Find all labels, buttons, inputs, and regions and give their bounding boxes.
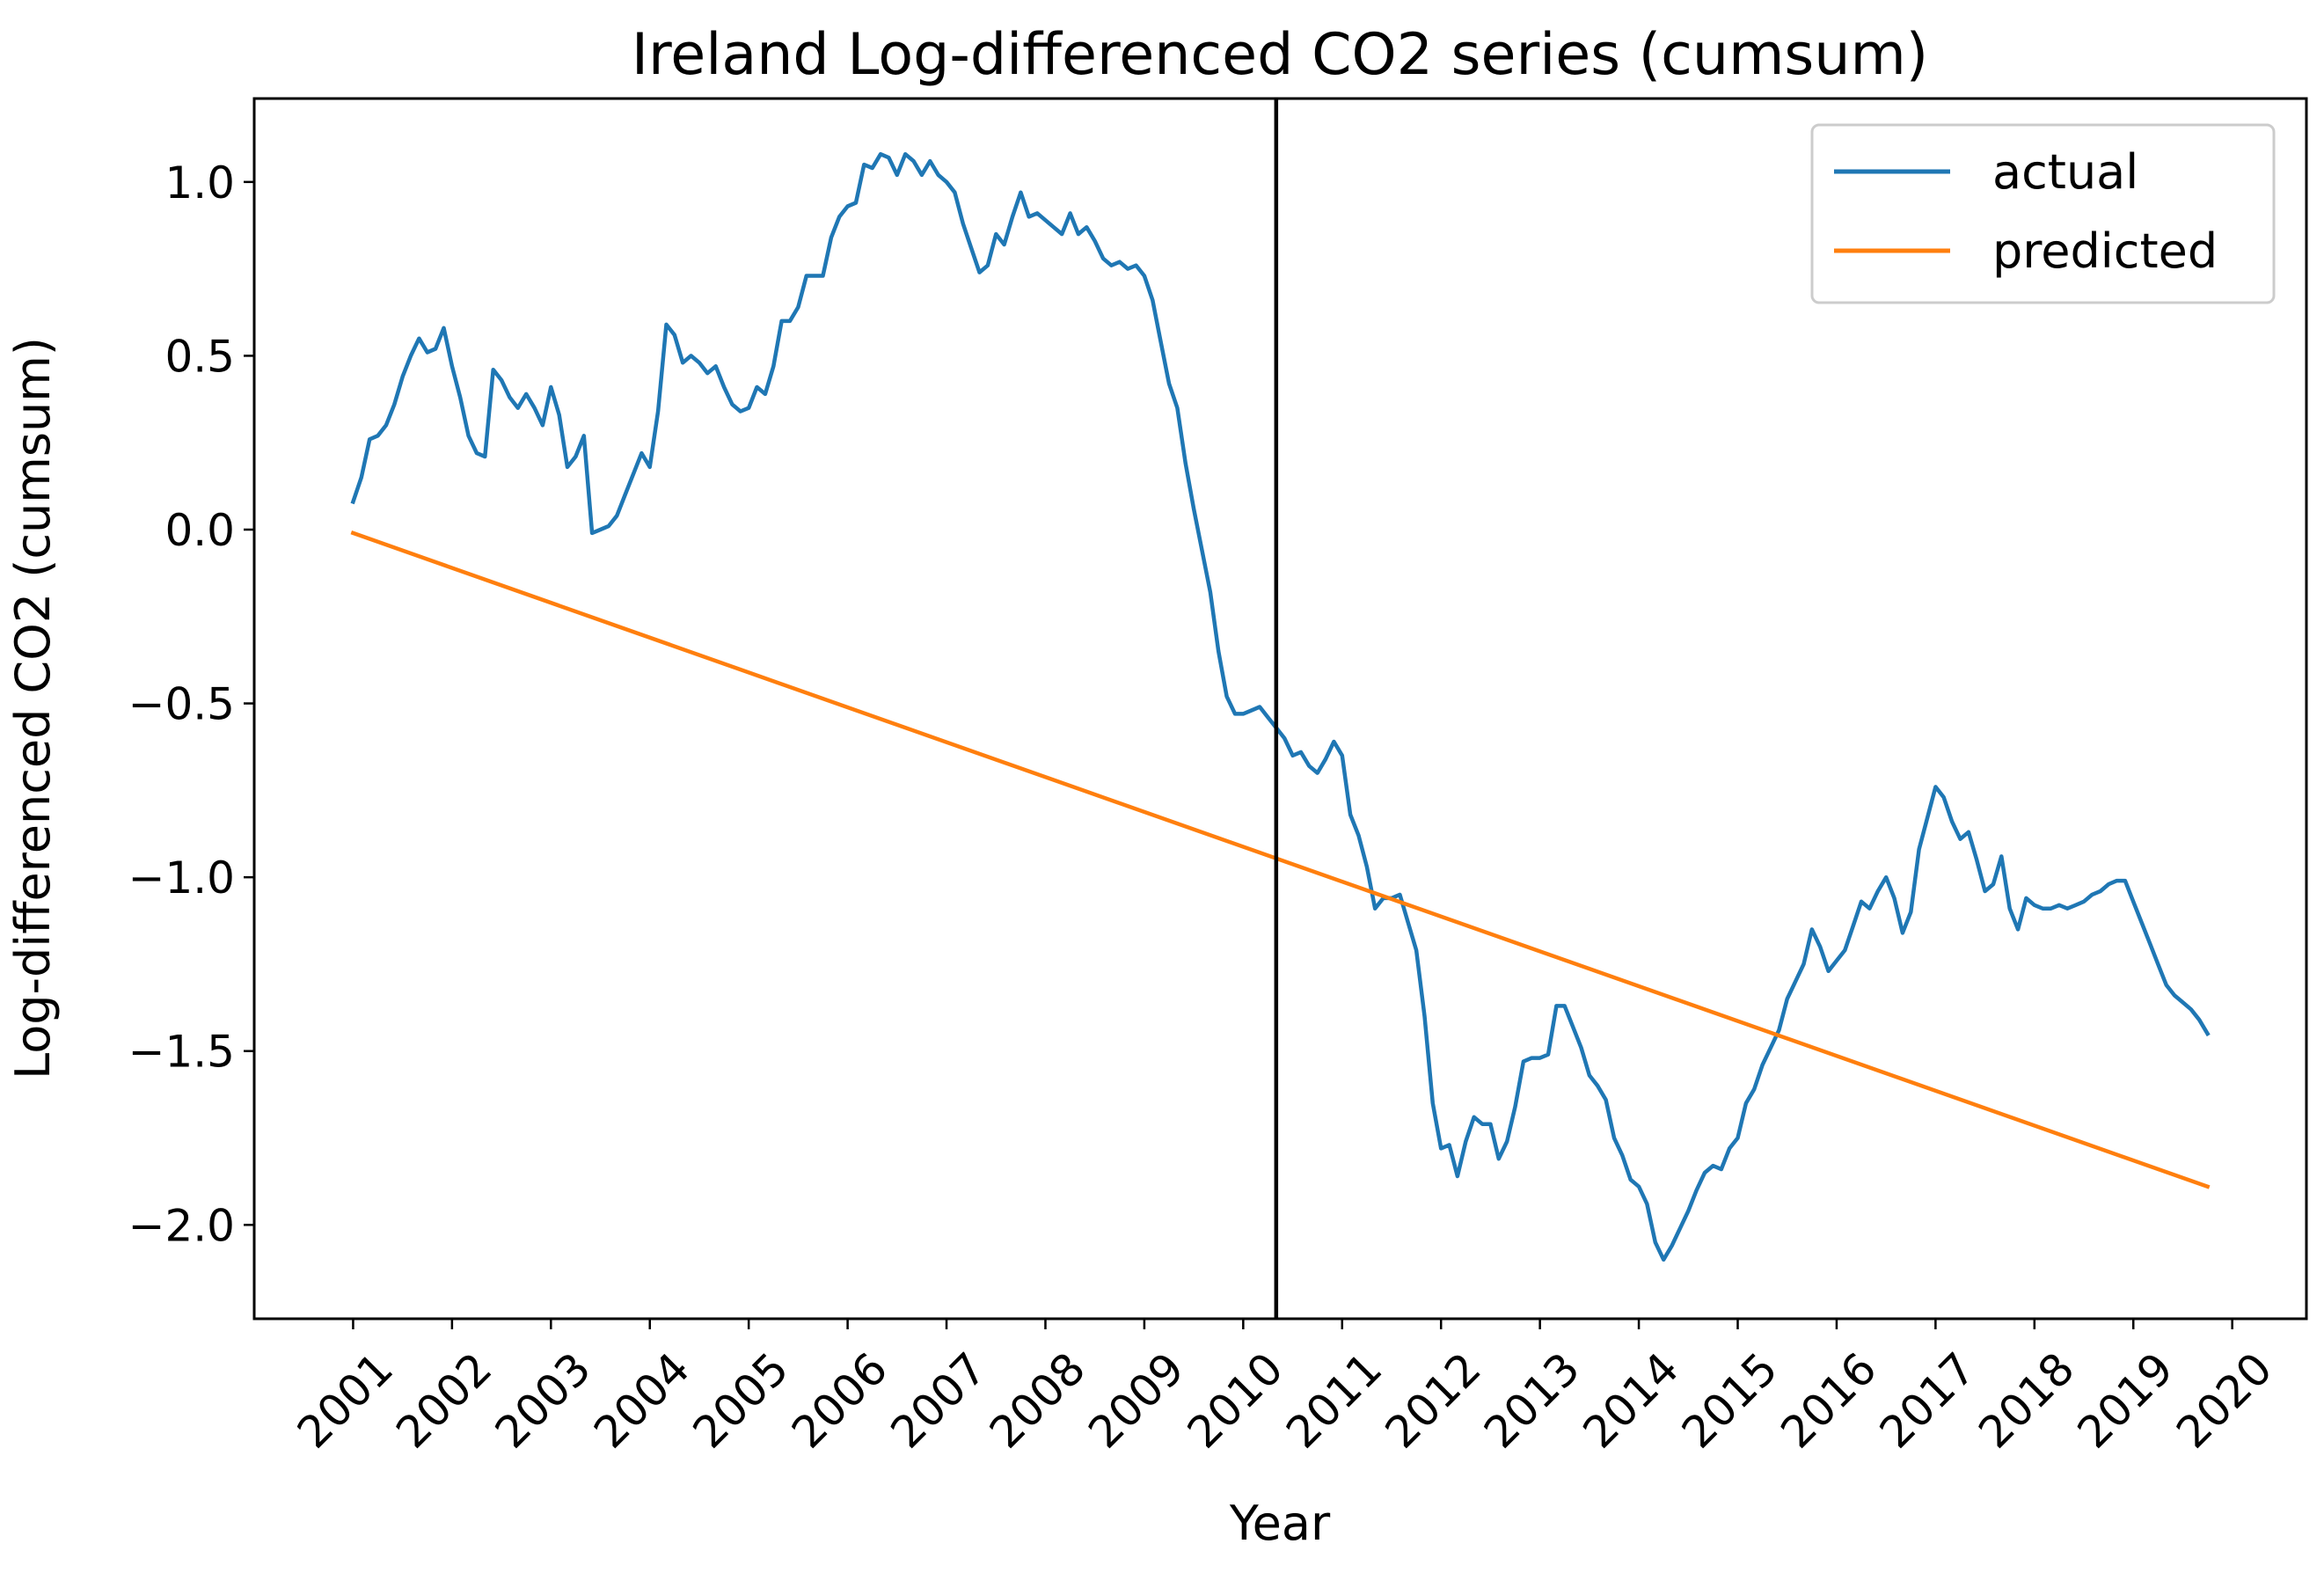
series-line-predicted (350, 530, 2211, 1189)
y-tick-label: −1.5 (128, 1027, 235, 1078)
x-tick-label: 2019 (2068, 1343, 2183, 1458)
x-tick-label: 2014 (1574, 1343, 1689, 1458)
x-tick-label: 2001 (288, 1343, 403, 1458)
x-tick-label: 2017 (1870, 1343, 1985, 1458)
x-tick-label: 2012 (1376, 1343, 1491, 1458)
x-tick-label: 2015 (1672, 1343, 1787, 1458)
y-tick-label: 0.5 (164, 331, 235, 382)
x-tick-label: 2008 (980, 1343, 1095, 1458)
legend-label-actual: actual (1992, 144, 2138, 200)
x-tick-label: 2004 (584, 1343, 699, 1458)
y-tick-label: 0.0 (164, 505, 235, 556)
x-tick-label: 2009 (1078, 1343, 1194, 1458)
x-tick-label: 2020 (2167, 1343, 2282, 1458)
plot-area (350, 99, 2211, 1319)
x-tick-label: 2016 (1771, 1343, 1886, 1458)
y-axis-label: Log-differenced CO2 (cumsum) (5, 337, 61, 1079)
x-tick-label: 2018 (1969, 1343, 2084, 1458)
chart-title: Ireland Log-differenced CO2 series (cums… (632, 22, 1928, 88)
x-tick-label: 2010 (1178, 1343, 1293, 1458)
series-line-actual (350, 151, 2211, 1262)
x-tick-label: 2005 (683, 1343, 799, 1458)
x-axis-label: Year (1229, 1496, 1331, 1551)
x-tick-label: 2006 (782, 1343, 897, 1458)
x-tick-label: 2002 (386, 1343, 501, 1458)
x-tick-label: 2003 (486, 1343, 601, 1458)
y-tick-label: 1.0 (164, 157, 235, 209)
x-tick-label: 2011 (1276, 1343, 1392, 1458)
y-tick-label: −1.0 (128, 852, 235, 904)
x-tick-label: 2007 (881, 1343, 997, 1458)
plot-frame (252, 97, 2308, 1321)
legend-label-predicted: predicted (1992, 223, 2218, 279)
axes: 2001200220032004200520062007200820092010… (128, 157, 2283, 1459)
y-tick-label: −2.0 (128, 1200, 235, 1251)
x-tick-label: 2013 (1474, 1343, 1590, 1458)
legend: actual predicted (1810, 123, 2276, 304)
y-tick-label: −0.5 (128, 679, 235, 730)
